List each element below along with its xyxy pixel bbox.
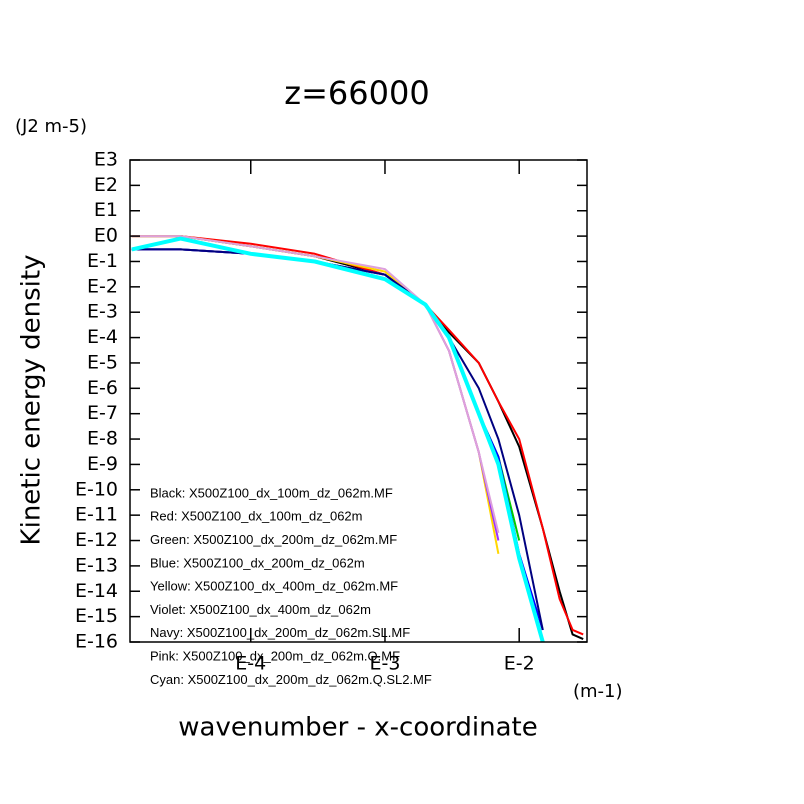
y-tick-label: E-16 [75,631,118,653]
series-line [131,236,545,643]
y-tick-label: E-4 [87,326,118,348]
y-tick-label: E-15 [75,605,118,627]
x-tick-label: E-3 [369,653,400,675]
y-tick-label: E-1 [87,250,118,272]
y-tick-label: E-13 [75,554,118,576]
y-tick-label: E-12 [75,529,118,551]
x-tick-label: E-2 [504,653,535,675]
plot-frame [129,159,588,643]
y-tick-label: E-2 [87,275,118,297]
y-tick-label: E-10 [75,478,118,500]
y-tick-label: E0 [94,225,118,247]
legend-entry: Cyan: X500Z100_dx_200m_dz_062m.Q.SL2.MF [150,672,432,687]
y-tick-label: E-11 [75,504,118,526]
y-tick-label: E-6 [87,377,118,399]
y-tick-label: E-8 [87,428,118,450]
x-unit: (m-1) [573,681,623,702]
series-line [131,235,584,636]
y-tick-label: E-7 [87,402,118,424]
y-tick-label: E2 [94,174,118,196]
y-tick-label: E3 [94,149,118,171]
legend-entry: Blue: X500Z100_dx_200m_dz_062m [150,555,365,570]
y-tick-label: E-9 [87,453,118,475]
legend-entry: Black: X500Z100_dx_100m_dz_062m.MF [150,485,393,500]
x-axis-label: wavenumber - x-coordinate [178,713,537,743]
y-tick-label: E-3 [87,301,118,323]
legend-entry: Green: X500Z100_dx_200m_dz_062m.MF [150,532,397,547]
legend-entry: Violet: X500Z100_dx_400m_dz_062m [150,602,371,617]
y-tick-label: E-14 [75,580,118,602]
y-tick-label: E1 [94,199,118,221]
plot-area [131,235,584,643]
x-tick-label: E-4 [235,653,266,675]
y-tick-label: E-5 [87,351,118,373]
legend-entry: Pink: X500Z100_dx_200m_dz_062m.Q.MF [150,649,400,664]
y-unit: (J2 m-5) [15,116,87,137]
y-axis-label: Kinetic energy density [17,255,47,546]
chart-title: z=66000 [284,74,429,112]
legend-entry: Yellow: X500Z100_dx_400m_dz_062m.MF [150,579,398,594]
legend-entry: Navy: X500Z100_dx_200m_dz_062m.SL.MF [150,625,410,640]
legend-entry: Red: X500Z100_dx_100m_dz_062m [150,509,362,524]
series-line [131,235,500,534]
